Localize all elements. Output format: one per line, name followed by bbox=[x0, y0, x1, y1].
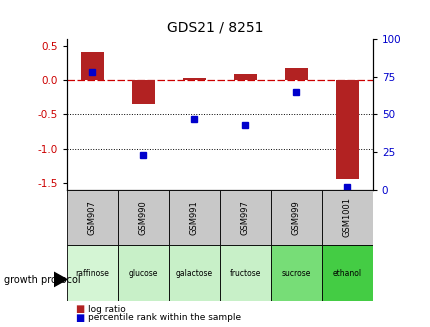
Text: GSM991: GSM991 bbox=[189, 200, 198, 235]
Bar bbox=[321, 245, 372, 301]
Text: percentile rank within the sample: percentile rank within the sample bbox=[88, 313, 241, 322]
Text: raffinose: raffinose bbox=[75, 268, 109, 278]
Bar bbox=[117, 245, 169, 301]
Text: ■: ■ bbox=[75, 313, 84, 323]
Text: GSM1001: GSM1001 bbox=[342, 198, 351, 237]
Bar bbox=[233, 74, 256, 80]
Text: growth protocol: growth protocol bbox=[4, 275, 81, 284]
Text: GDS21 / 8251: GDS21 / 8251 bbox=[167, 21, 263, 35]
Text: GSM907: GSM907 bbox=[88, 200, 97, 235]
Text: ■: ■ bbox=[75, 304, 84, 314]
Text: GSM990: GSM990 bbox=[138, 200, 147, 235]
Bar bbox=[67, 245, 117, 301]
Bar bbox=[132, 80, 154, 104]
Bar bbox=[335, 80, 358, 180]
Bar bbox=[169, 245, 219, 301]
Bar bbox=[321, 190, 372, 245]
Bar bbox=[219, 245, 270, 301]
Text: galactose: galactose bbox=[175, 268, 212, 278]
Bar bbox=[270, 245, 321, 301]
Bar bbox=[81, 52, 104, 80]
Bar bbox=[117, 190, 169, 245]
Text: ethanol: ethanol bbox=[332, 268, 361, 278]
Text: fructose: fructose bbox=[229, 268, 261, 278]
Bar bbox=[169, 190, 219, 245]
Polygon shape bbox=[54, 272, 67, 286]
Bar bbox=[270, 190, 321, 245]
Bar bbox=[284, 68, 307, 80]
Bar bbox=[67, 190, 117, 245]
Text: GSM999: GSM999 bbox=[291, 200, 300, 235]
Text: GSM997: GSM997 bbox=[240, 200, 249, 235]
Text: glucose: glucose bbox=[128, 268, 158, 278]
Text: sucrose: sucrose bbox=[281, 268, 310, 278]
Bar bbox=[219, 190, 270, 245]
Bar bbox=[182, 78, 205, 80]
Text: log ratio: log ratio bbox=[88, 304, 126, 314]
